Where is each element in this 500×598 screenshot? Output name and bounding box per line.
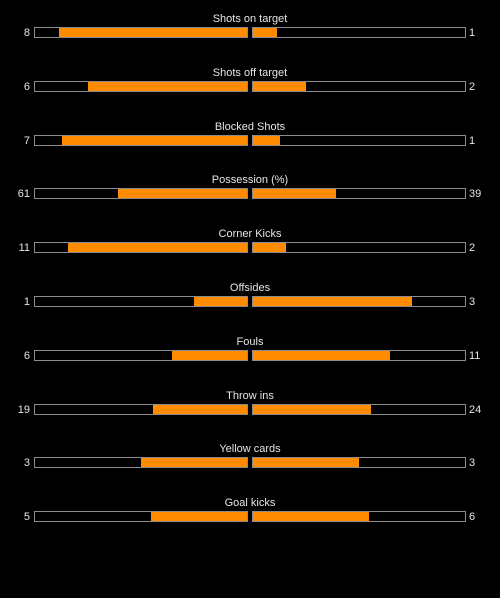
stat-title: Fouls [236,335,264,348]
stat-home-bar [34,242,248,254]
stat-home-value: 8 [23,27,30,39]
stat-row-corner-kicks: Corner Kicks 11 2 [0,227,500,267]
stat-away-bar [252,296,466,307]
stat-home-bar [34,349,248,361]
stat-row-shots-on-target: Shots on target 8 1 [0,12,500,52]
stat-away-value: 24 [469,403,482,416]
stat-home-value: 7 [23,134,30,147]
stat-away-value: 3 [469,296,476,308]
stat-home-value: 6 [23,80,30,93]
stat-row-shots-off-target: Shots off target 6 2 [0,66,500,106]
stat-row-throw-ins: Throw ins 19 24 [0,389,500,429]
stat-away-fill [253,458,359,468]
stat-title: Blocked Shots [214,120,286,133]
stat-row-fouls: Fouls 6 11 [0,335,500,375]
stat-home-bar [34,296,248,307]
stat-home-value: 19 [17,403,30,416]
stat-away-fill [253,512,369,522]
stat-home-bar [34,134,248,146]
stat-away-bar [252,403,466,415]
stat-home-bar [34,511,248,523]
stat-home-bar [34,403,248,415]
stat-away-value: 6 [469,511,476,524]
stat-title: Offsides [229,282,271,294]
stat-home-bar [34,27,248,38]
stat-home-fill [153,404,247,414]
stat-row-blocked-shots: Blocked Shots 7 1 [0,120,500,160]
stat-home-value: 61 [17,188,30,201]
stat-away-fill [253,404,372,414]
stat-away-value: 2 [469,80,476,93]
stat-title: Yellow cards [219,443,281,456]
stat-row-possession: Possession (%) 61 39 [0,173,500,213]
stat-away-value: 1 [469,27,476,39]
stat-away-fill [253,189,336,199]
stat-home-fill [194,297,247,306]
stat-away-bar [252,27,466,38]
stat-title: Shots on target [212,13,288,25]
stat-away-fill [253,28,277,37]
stat-home-value: 1 [23,296,30,308]
stat-home-value: 5 [23,511,30,524]
stat-away-bar [252,511,466,523]
stat-home-value: 3 [23,457,30,470]
stat-away-bar [252,134,466,146]
stat-title: Corner Kicks [218,228,282,241]
stat-row-yellow-cards: Yellow cards 3 3 [0,442,500,482]
stat-home-fill [61,135,247,145]
stat-row-goal-kicks: Goal kicks 5 6 [0,496,500,536]
stat-away-bar [252,80,466,92]
stat-home-fill [117,189,247,199]
stat-home-bar [34,457,248,469]
stat-away-bar [252,349,466,361]
stat-away-fill [253,81,306,91]
stat-away-value: 1 [469,134,476,147]
stat-home-fill [172,350,247,360]
stat-away-fill [253,350,391,360]
stat-home-fill [88,81,247,91]
stat-home-value: 11 [18,242,30,255]
stat-title: Goal kicks [224,497,276,510]
stat-away-bar [252,457,466,469]
stat-title: Possession (%) [211,174,289,187]
stat-home-fill [141,458,247,468]
stat-away-bar [252,242,466,254]
stat-home-value: 6 [23,349,30,362]
stat-title: Throw ins [226,389,274,402]
stat-home-fill [67,243,247,253]
stat-away-fill [253,243,286,253]
stat-home-bar [34,188,248,200]
stat-away-bar [252,188,466,200]
stat-home-fill [58,28,247,37]
stat-away-fill [253,135,280,145]
stat-home-bar [34,80,248,92]
stat-away-value: 11 [469,349,481,362]
stat-away-value: 2 [469,242,476,255]
stat-away-value: 3 [469,457,476,470]
stat-title: Shots off target [212,66,288,79]
stat-row-offsides: Offsides 1 3 [0,281,500,321]
stat-home-fill [150,512,247,522]
stat-away-value: 39 [469,188,482,201]
stat-away-fill [253,297,412,306]
